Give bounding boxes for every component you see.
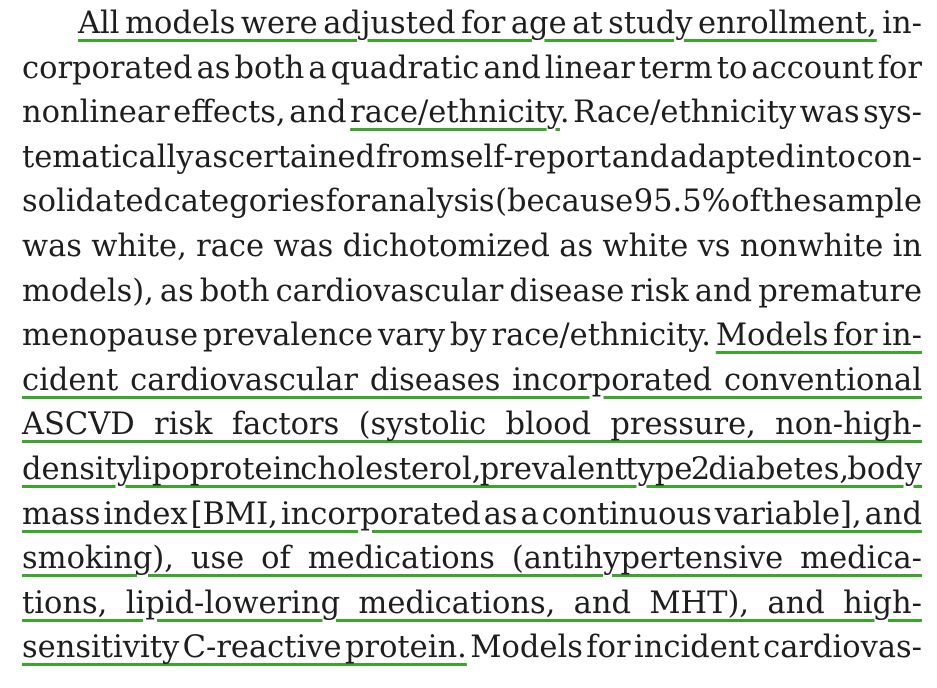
text-line: models), as both cardiovascular disease …: [22, 270, 922, 314]
underlined-phrase: All models were adjusted for age at stud…: [78, 6, 877, 41]
text-line: nonlinear effects, and race/ethnicity. R…: [22, 91, 922, 135]
underlined-phrase: mass index [BMI, incorporated as a conti…: [22, 496, 922, 532]
text-line: mass index [BMI, incorporated as a conti…: [22, 493, 922, 537]
text-segment: Models for incident cardiovas-: [466, 630, 922, 666]
text-segment: was white, race was dichotomized as whit…: [22, 229, 922, 264]
text-segment: in-: [876, 6, 922, 41]
underlined-phrase: Models for in-: [715, 318, 922, 354]
text-segment: tematically ascertained from self-report…: [22, 139, 922, 175]
text-line: All models were adjusted for age at stud…: [78, 2, 922, 46]
text-line: smoking), use of medications (antihypert…: [22, 537, 922, 581]
text-segment: menopause prevalence vary by race/ethnic…: [22, 318, 716, 354]
text-segment: solidated categories for analysis (becau…: [22, 184, 922, 220]
text-line: was white, race was dichotomized as whit…: [22, 225, 922, 269]
text-line: ASCVD risk factors (systolic blood press…: [22, 403, 922, 447]
underlined-phrase: cident cardiovascular diseases incorpora…: [22, 362, 922, 398]
underlined-phrase: density lipoprotein cholesterol, prevale…: [22, 452, 922, 487]
text-line: cident cardiovascular diseases incorpora…: [22, 359, 922, 403]
underlined-phrase: ASCVD risk factors (systolic blood press…: [22, 407, 922, 443]
underlined-phrase: smoking), use of medications (antihypert…: [22, 541, 922, 577]
text-line: solidated categories for analysis (becau…: [22, 180, 922, 224]
text-line: tions, lipid-lowering medications, and M…: [22, 582, 922, 626]
text-segment: nonlinear effects, and: [22, 95, 351, 131]
underlined-phrase: race/ethnicity: [350, 95, 560, 131]
text-line: tematically ascertained from self-report…: [22, 136, 922, 180]
text-line: menopause prevalence vary by race/ethnic…: [22, 314, 922, 358]
text-line: sensitivity C-reactive protein. Models f…: [22, 626, 922, 670]
text-segment: . Race/ethnicity was sys-: [559, 95, 922, 131]
underlined-phrase: tions, lipid-lowering medications, and M…: [22, 585, 922, 621]
text-segment: models), as both cardiovascular disease …: [22, 273, 922, 309]
text-line: density lipoprotein cholesterol, prevale…: [22, 448, 922, 492]
text-segment: corporated as both a quadratic and linea…: [22, 50, 922, 86]
text-line: corporated as both a quadratic and linea…: [22, 47, 922, 91]
underlined-phrase: sensitivity C-reactive protein.: [22, 630, 467, 666]
